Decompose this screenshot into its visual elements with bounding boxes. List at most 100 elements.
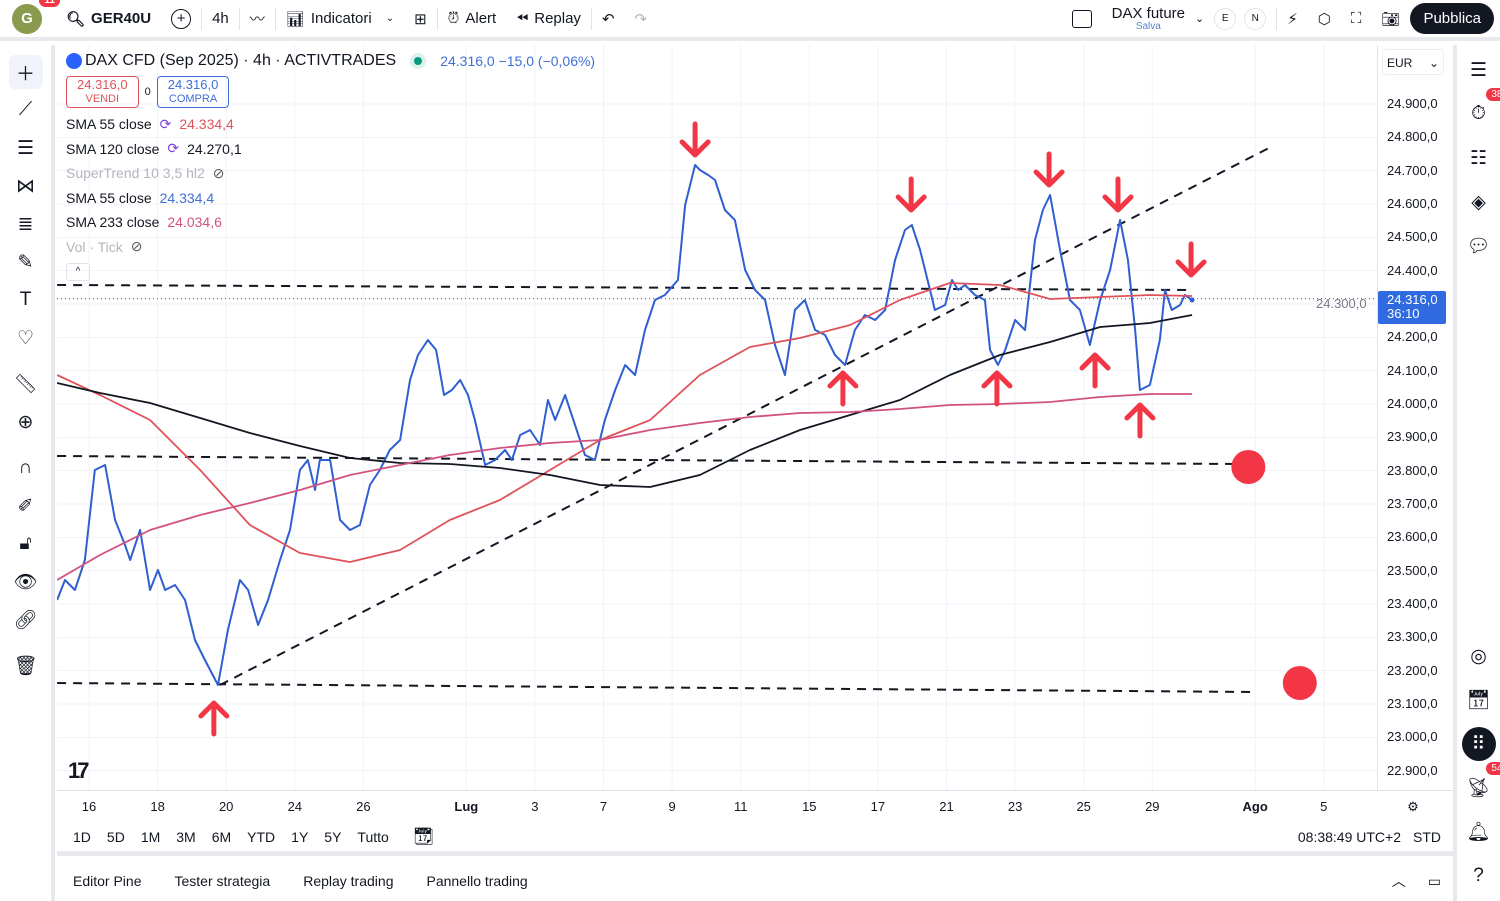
trash-icon[interactable]: 🗑︎ (13, 656, 38, 677)
hidden-eye-icon[interactable]: ⊘ (212, 164, 225, 181)
fullscreen-button[interactable]: ⛶ (1341, 0, 1372, 39)
maximize-panel-icon[interactable]: ▭ (1427, 872, 1441, 889)
horizontal-lines-icon[interactable]: ☰ (16, 137, 35, 159)
interval-button[interactable]: 4h (202, 0, 239, 39)
undo-button[interactable]: ↶ (592, 0, 625, 39)
price-tick-label: 24.600,0 (1387, 196, 1438, 211)
range-1d[interactable]: 1D (73, 828, 91, 845)
time-axis[interactable]: ⚙ 16 18 20 24 26 Lug 3 7 9 11 15 17 21 23 25 29 Ago 5 (57, 790, 1453, 820)
trend-line-icon[interactable]: ⟋ (18, 99, 33, 120)
session-mode[interactable]: STD (1413, 828, 1441, 845)
redo-button[interactable]: ↷ (625, 0, 658, 39)
indicator-row[interactable]: SMA 55 close ⟳ 24.334,4 (66, 112, 595, 137)
layout-name-button[interactable]: DAX future Salva (1102, 0, 1195, 39)
magnet-icon[interactable]: ∩ (18, 457, 33, 478)
indicator-row[interactable]: Vol · Tick ⊘ (66, 235, 595, 260)
replay-button[interactable]: ⏪︎ Replay (506, 0, 591, 39)
bottom-tab[interactable]: Replay trading (303, 873, 394, 889)
user-avatar[interactable]: G 11 (12, 0, 60, 34)
lock-drawing-icon[interactable]: ✐ (17, 495, 34, 517)
indicator-row[interactable]: SuperTrend 10 3,5 hl2 ⊘ (66, 161, 595, 186)
crosshair-icon[interactable]: ＋ (8, 55, 43, 89)
price-tick-label: 24.300,0 (1316, 296, 1367, 311)
time-tick-label: 16 (81, 799, 97, 814)
range-6m[interactable]: 6M (211, 828, 232, 845)
price-tick-label: 24.000,0 (1387, 396, 1438, 411)
currency-select[interactable]: EUR ⌄ (1382, 49, 1444, 75)
indicator-row[interactable]: SMA 55 close 24.334,4 (66, 186, 595, 211)
range-1y[interactable]: 1Y (291, 828, 309, 845)
price-axis[interactable]: EUR ⌄ 24.900,0 24.800,0 24.700,0 24.600,0 24.… (1316, 45, 1453, 790)
indicator-row[interactable]: SMA 120 close ⟳ 24.270,1 (66, 137, 595, 162)
target-icon[interactable]: ◎ (1470, 645, 1487, 667)
eye-icon[interactable]: 👁︎ (13, 572, 38, 593)
range-tutto[interactable]: Tutto (357, 828, 389, 845)
chart-canvas[interactable] (57, 45, 1377, 790)
indicator-list: SMA 55 close ⟳ 24.334,4 SMA 120 close ⟳ 24.27… (66, 112, 595, 259)
date-range-icon[interactable]: 📆︎ (412, 826, 435, 846)
buy-button[interactable]: 24.316,0 COMPRA (156, 76, 230, 108)
divider (590, 7, 592, 30)
bell-icon[interactable]: 🔔︎ (1466, 822, 1491, 843)
alerts-clock-icon[interactable]: ⏱︎ 38 (1462, 88, 1500, 131)
chart-type-button[interactable]: 〰 (240, 0, 275, 39)
indicator-row[interactable]: SMA 233 close 24.034,6 (66, 210, 595, 235)
dashed-drawing-line (57, 284, 1193, 291)
apps-grid-icon[interactable]: ⠿ (1461, 727, 1496, 761)
down-arrow-marker (679, 121, 711, 158)
fib-icon[interactable]: ≣ (17, 213, 34, 235)
alerts-badge: 38 (1486, 88, 1500, 101)
time-tick-label: 29 (1145, 799, 1160, 814)
time-tick-label: 25 (1076, 799, 1091, 814)
ruler-icon[interactable]: 📏︎ (13, 374, 38, 395)
indicators-button[interactable]: 📊︎ Indicatori ⌄ (276, 0, 404, 39)
e-button[interactable]: E (1214, 7, 1237, 30)
watchlist-icon[interactable]: ☰ (1469, 59, 1488, 81)
bottom-tab[interactable]: Pannello trading (426, 873, 528, 889)
hidden-eye-icon[interactable]: ⊘ (130, 238, 143, 255)
layers-icon[interactable]: ◈ (1471, 191, 1486, 213)
compare-button[interactable]: + (161, 0, 201, 39)
chat-icon[interactable]: 💬︎ (1466, 236, 1491, 257)
help-icon[interactable]: ? (1473, 865, 1484, 886)
collapse-legend-button[interactable]: ^ (66, 263, 90, 281)
object-tree-icon[interactable]: ☷ (1469, 147, 1488, 169)
clock[interactable]: 08:38:49 UTC+2 (1297, 828, 1401, 845)
range-1m[interactable]: 1M (140, 828, 161, 845)
pattern-icon[interactable]: ⋈ (16, 175, 35, 197)
square-icon (1071, 9, 1092, 28)
publish-button[interactable]: Pubblica (1410, 3, 1494, 34)
stream-icon[interactable]: 📡︎ 54 (1462, 762, 1500, 805)
symbol-search[interactable]: 🔍︎ GER40U (56, 0, 161, 39)
bottom-tab[interactable]: Editor Pine (73, 873, 142, 889)
chevron-down-icon[interactable]: ⌄ (1195, 13, 1205, 25)
layouts-button[interactable]: ⊞ (404, 0, 437, 39)
n-button[interactable]: N (1244, 7, 1267, 30)
calendar-icon[interactable]: 📅︎ (1466, 690, 1491, 711)
range-5d[interactable]: 5D (106, 828, 125, 845)
sell-button[interactable]: 24.316,0 VENDI (66, 76, 139, 108)
range-3m[interactable]: 3M (176, 828, 196, 845)
lock-icon[interactable]: 🔓︎ (19, 533, 32, 554)
text-icon[interactable]: T (19, 289, 32, 310)
snapshot-button[interactable]: 📷︎ (1371, 0, 1410, 39)
heart-icon[interactable]: ♡ (16, 327, 35, 349)
link-icon[interactable]: 🔗︎ (13, 610, 38, 631)
price-tick-label: 23.800,0 (1387, 462, 1438, 478)
alert-button[interactable]: ⏰︎ Alert (438, 0, 507, 39)
time-tick-label: 11 (733, 799, 748, 814)
zoom-in-icon[interactable]: ⊕ (17, 411, 34, 433)
range-5y[interactable]: 5Y (324, 828, 342, 845)
chevron-up-icon[interactable]: ︿ (1391, 873, 1406, 889)
settings-button[interactable]: ⬡ (1308, 0, 1341, 39)
current-price-tag: 24.316,0 36:10 (1378, 290, 1446, 324)
layout-toggle[interactable] (1062, 0, 1102, 39)
axis-settings-icon[interactable]: ⚙ (1407, 799, 1419, 814)
quick-search-button[interactable]: ⚡︎ (1277, 0, 1308, 39)
brush-icon[interactable]: ✎ (17, 251, 34, 273)
price-tick-label: 23.200,0 (1387, 662, 1438, 678)
bottom-tab[interactable]: Tester strategia (174, 873, 271, 889)
price-tick-label: 23.300,0 (1387, 629, 1438, 645)
range-ytd[interactable]: YTD (247, 828, 276, 845)
